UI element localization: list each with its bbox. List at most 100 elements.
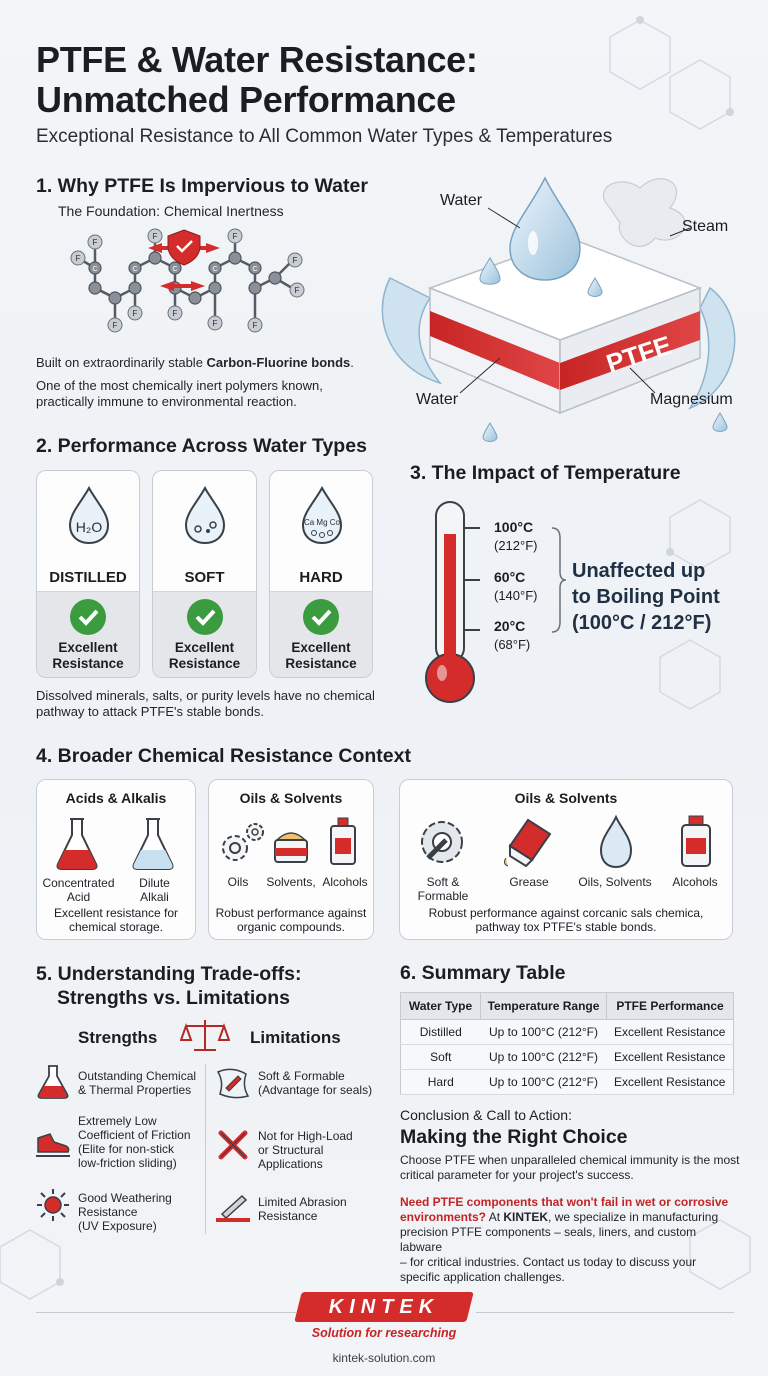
balance-scale-icon (180, 1020, 230, 1051)
svg-text:(68°F): (68°F) (494, 637, 530, 652)
flask-acid-icon (56, 818, 98, 870)
solvent-bottle-icon (330, 817, 356, 865)
section1-text-bonds: Built on extraordinarily stable Carbon-F… (36, 355, 354, 370)
section6-heading: 6. Summary Table (400, 962, 566, 984)
svg-text:F: F (233, 232, 238, 241)
table-header-cell: PTFE Performance (606, 992, 734, 1020)
summary-table: Water Type Temperature Range PTFE Perfor… (400, 992, 734, 1095)
page-subtitle: Exceptional Resistance to All Common Wat… (36, 126, 613, 147)
svg-text:Magnesium: Magnesium (650, 391, 733, 408)
grease-tube-icon (503, 818, 552, 868)
chem-card-title: Oils & Solvents (514, 790, 618, 806)
svg-text:C: C (212, 266, 217, 273)
water-result: Excellent Resistance (285, 640, 357, 671)
chem-item-label: Dilute Alkali (139, 876, 170, 904)
ptfe-block-illustration: PTFE Water Steam Water Magnesium (381, 176, 736, 442)
title-line-2: Unmatched Performance (36, 79, 456, 120)
chem-card-title: Oils & Solvents (239, 790, 343, 806)
grease-jar-icon (274, 832, 308, 863)
water-type-label: HARD (299, 569, 343, 586)
svg-text:F: F (113, 321, 118, 330)
water-card-hard: Ca Mg Co HARD Excellent Resistance (269, 470, 373, 678)
table-header-row: Water Type Temperature Range PTFE Perfor… (400, 992, 734, 1020)
table-header-cell: Temperature Range (480, 992, 607, 1020)
water-card-soft: SOFT Excellent Resistance (152, 470, 257, 678)
tradeoff-divider (205, 1064, 206, 1234)
formable-sheet-icon (216, 1068, 250, 1099)
svg-text:F: F (213, 319, 218, 328)
chem-card-acids: Acids & Alkalis Concentrated Acid Dilute A… (36, 779, 196, 940)
section1-heading: 1. Why PTFE Is Impervious to Water (36, 175, 368, 197)
table-cell: Soft (400, 1044, 481, 1070)
chem-item-label: Soft & Formable (417, 875, 469, 903)
chem-card-desc: Robust performance against organic compou… (215, 906, 367, 934)
svg-text:C: C (92, 266, 97, 273)
ptfe-molecule-diagram: F F F F F F F F F F F C C C C C (70, 228, 305, 333)
chem-card-title: Acids & Alkalis (65, 790, 167, 806)
sun-icon (37, 1189, 69, 1221)
section2-heading: 2. Performance Across Water Types (36, 435, 367, 457)
gear-wrench-icon (421, 821, 463, 863)
chem-card-oils-extended: Oils & Solvents Soft & Formable Grease Oi… (399, 779, 733, 940)
footer-rule-right (476, 1312, 734, 1313)
svg-text:F: F (295, 286, 300, 295)
chem-item-label: Alcohols (672, 875, 718, 889)
table-header-cell: Water Type (400, 992, 481, 1020)
table-cell: Up to 100°C (212°F) (480, 1069, 607, 1095)
temperature-callout: Unaffected up to Boiling Point (100°C / 21… (572, 560, 720, 634)
chem-card-oils: Oils & Solvents Oils Solvents, Alcohols … (208, 779, 374, 940)
title-line-1: PTFE & Water Resistance: (36, 39, 478, 80)
svg-text:20°C: 20°C (494, 618, 525, 634)
section5-heading: 5. Understanding Trade-offs: Strengths vs… (36, 963, 302, 1009)
table-cell: Excellent Resistance (606, 1069, 734, 1095)
svg-text:Steam: Steam (682, 218, 728, 235)
check-icon (303, 599, 339, 635)
table-cell: Excellent Resistance (606, 1019, 734, 1045)
svg-text:C: C (172, 266, 177, 273)
svg-text:C: C (252, 266, 257, 273)
table-row: Soft Up to 100°C (212°F) Excellent Resis… (400, 1044, 734, 1070)
strength-item: Good Weathering Resistance (UV Exposure) (78, 1191, 172, 1233)
svg-text:F: F (133, 309, 138, 318)
limitation-item: Limited Abrasion Resistance (258, 1195, 347, 1223)
svg-text:F: F (173, 309, 178, 318)
footer-url: kintek-solution.com (332, 1351, 436, 1365)
oil-drop-icon (599, 814, 633, 869)
water-drop-icon (184, 485, 226, 545)
water-type-label: DISTILLED (49, 569, 127, 586)
strength-item: Outstanding Chemical & Thermal Properties (78, 1069, 197, 1097)
svg-text:Water: Water (440, 192, 483, 209)
water-card-distilled: H₂O DISTILLED Excellent Resistance (36, 470, 140, 678)
svg-text:C: C (132, 266, 137, 273)
chem-card-desc: Robust performance against corcanic sals… (428, 906, 704, 934)
svg-text:F: F (93, 238, 98, 247)
svg-text:H₂O: H₂O (76, 519, 103, 535)
water-drop-icon: H₂O (68, 485, 110, 545)
svg-text:F: F (293, 256, 298, 265)
conclusion-heading: Making the Right Choice (400, 1126, 628, 1148)
water-type-label: SOFT (184, 569, 225, 586)
footer-tagline: Solution for researching (311, 1326, 457, 1340)
section4-heading: 4. Broader Chemical Resistance Context (36, 745, 411, 767)
chem-item-label: Oils (227, 875, 249, 889)
svg-text:F: F (76, 254, 81, 263)
chem-item-label: Solvents, (266, 875, 316, 889)
gears-icon (222, 823, 264, 861)
limitation-item: Not for High-Load or Structural Applicatio… (258, 1129, 353, 1171)
svg-text:100°C: 100°C (494, 519, 533, 535)
check-icon (186, 599, 223, 635)
thermometer-icon: 100°C (212°F) 60°C (140°F) 20°C (68°F) (425, 501, 567, 703)
flask-icon (37, 1065, 69, 1099)
table-row: Distilled Up to 100°C (212°F) Excellent … (400, 1019, 734, 1045)
conclusion-kicker: Conclusion & Call to Action: (400, 1107, 572, 1123)
chem-item-label: Grease (509, 875, 549, 889)
table-row: Hard Up to 100°C (212°F) Excellent Resis… (400, 1069, 734, 1095)
limitations-label: Limitations (250, 1028, 341, 1047)
chem-item-label: Alcohols (322, 875, 368, 889)
page-title: PTFE & Water Resistance: Unmatched Perfo… (36, 40, 636, 120)
svg-text:F: F (253, 321, 258, 330)
flask-alkali-icon (132, 818, 174, 870)
water-result: Excellent Resistance (168, 640, 241, 671)
section1-text-inert: One of the most chemically inert polymer… (36, 378, 323, 409)
table-cell: Hard (400, 1069, 481, 1095)
